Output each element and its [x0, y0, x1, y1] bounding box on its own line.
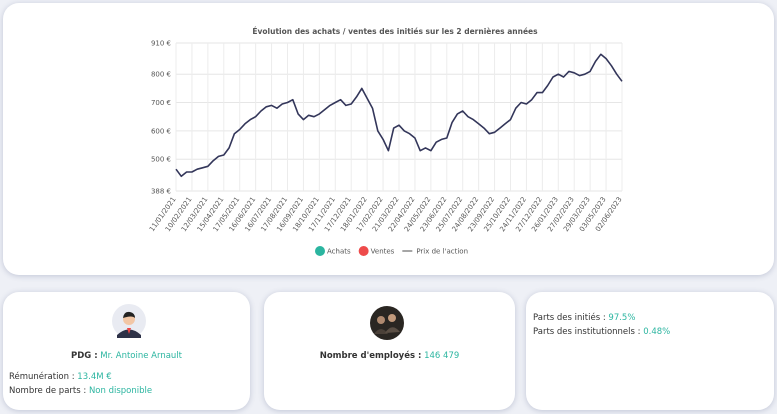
institutions-value: 0.48% — [643, 327, 671, 337]
pay-value: 13.4M € — [77, 372, 112, 382]
shares-line: Nombre de parts : Non disponible — [9, 386, 152, 396]
employees-label: Nombre d'employés : — [319, 351, 422, 361]
legend-label: Ventes — [371, 248, 395, 256]
chart: Évolution des achats / ventes des initié… — [148, 27, 624, 256]
institutions-line: Parts des institutionnels : 0.48% — [533, 327, 670, 337]
ceo-label: PDG : — [70, 351, 98, 361]
employees-card: Nombre d'employés : 146 479 — [264, 292, 515, 410]
ceo-name: Mr. Antoine Arnault — [100, 351, 183, 361]
insiders-label: Parts des initiés : — [533, 313, 606, 323]
shares-label: Nombre de parts : — [9, 386, 87, 396]
chart-title: Évolution des achats / ventes des initié… — [252, 27, 538, 36]
legend-marker — [315, 246, 325, 256]
y-tick-label: 800 € — [151, 71, 171, 79]
ceo-card: PDG : Mr. Antoine Arnault Rémunération :… — [3, 292, 250, 410]
y-tick-label: 600 € — [151, 127, 171, 135]
legend-label: Achats — [327, 248, 351, 256]
legend-label: Prix de l'action — [416, 248, 468, 256]
insiders-line: Parts des initiés : 97.5% — [533, 313, 635, 323]
employees-photo — [370, 306, 404, 340]
chart-card: Évolution des achats / ventes des initié… — [3, 3, 774, 275]
y-tick-label: 388 € — [151, 188, 171, 196]
ceo-avatar — [112, 304, 146, 338]
employees-line: Nombre d'employés : 146 479 — [264, 351, 515, 361]
y-tick-label: 700 € — [151, 99, 171, 107]
pay-line: Rémunération : 13.4M € — [9, 372, 112, 382]
institutions-label: Parts des institutionnels : — [533, 327, 641, 337]
shares-value: Non disponible — [88, 386, 153, 396]
price-line — [175, 53, 623, 178]
y-tick-label: 500 € — [151, 156, 171, 164]
pay-label: Rémunération : — [9, 372, 75, 382]
employees-value: 146 479 — [424, 351, 460, 361]
insiders-value: 97.5% — [608, 313, 636, 323]
ownership-card: Parts des initiés : 97.5% Parts des inst… — [526, 292, 774, 410]
y-tick-label: 910 € — [151, 40, 171, 48]
ceo-line: PDG : Mr. Antoine Arnault — [3, 351, 250, 361]
legend-marker — [358, 246, 369, 256]
